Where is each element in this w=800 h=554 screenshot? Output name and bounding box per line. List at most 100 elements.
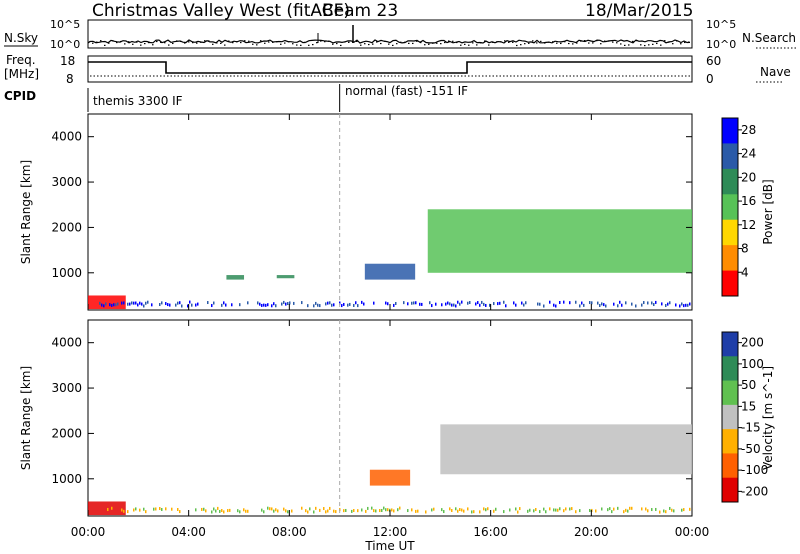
nsearch-point <box>312 44 314 46</box>
echo-speckle <box>597 301 599 305</box>
echo-speckle <box>293 301 295 305</box>
echo-speckle <box>583 303 585 307</box>
freq-tick-low: 8 <box>66 72 74 86</box>
echo-speckle <box>113 303 115 307</box>
echo-speckle <box>331 303 333 307</box>
nsearch-point <box>636 40 638 42</box>
echo-speckle <box>467 507 469 511</box>
nsearch-point <box>664 40 666 42</box>
echo-speckle <box>407 509 409 513</box>
echo-speckle <box>325 510 327 514</box>
echo-speckle <box>627 509 629 513</box>
nsearch-point <box>200 41 202 43</box>
echo-speckle <box>485 303 487 307</box>
echo-speckle <box>231 303 233 307</box>
freq-unit-label: [MHz] <box>4 67 39 81</box>
echo-speckle <box>625 301 627 305</box>
echo-speckle <box>381 508 383 512</box>
echo-speckle <box>265 303 267 307</box>
echo-speckle <box>275 508 277 512</box>
nsearch-point <box>292 43 294 45</box>
echo-speckle <box>283 507 285 511</box>
echo-speckle <box>109 303 111 307</box>
echo-speckle <box>555 304 557 308</box>
nsearch-point <box>252 43 254 45</box>
echo-speckle <box>245 509 247 513</box>
echo-speckle <box>569 507 571 511</box>
echo-speckle <box>305 509 307 513</box>
echo-speckle <box>375 509 377 513</box>
echo-speckle <box>315 301 317 305</box>
nsearch-point <box>212 43 214 45</box>
echo-speckle <box>579 509 581 513</box>
x-tick-label: 00:00 <box>71 525 106 539</box>
nsearch-point <box>384 40 386 42</box>
nsearch-point <box>416 40 418 42</box>
echo-speckle <box>471 510 473 514</box>
nsearch-point <box>268 41 270 43</box>
nsearch-point <box>228 40 230 42</box>
echo-speckle <box>459 508 461 512</box>
nsearch-point <box>176 40 178 42</box>
nsearch-point <box>640 44 642 46</box>
y-tick-label: 2000 <box>51 220 82 234</box>
echo-speckle <box>493 302 495 306</box>
echo-speckle <box>221 509 223 513</box>
nsearch-point <box>244 40 246 42</box>
echo-speckle <box>579 304 581 308</box>
echo-speckle <box>327 301 329 305</box>
colorbar-tick-label: 16 <box>741 194 756 208</box>
colorbar-frame <box>721 331 739 503</box>
echo-speckle <box>463 509 465 513</box>
nsearch-point <box>672 43 674 45</box>
echo-speckle <box>383 506 385 510</box>
echo-speckle <box>645 507 647 511</box>
x-tick-label: 04:00 <box>171 525 206 539</box>
echo-speckle <box>539 302 541 306</box>
echo-speckle <box>99 301 101 305</box>
colorbar-tick-label: 50 <box>741 378 756 392</box>
echo-speckle <box>123 509 125 513</box>
echo-speckle <box>353 303 355 307</box>
echo-speckle <box>689 507 691 511</box>
echo-speckle <box>247 301 249 305</box>
echo-speckle <box>287 302 289 306</box>
echo-speckle <box>117 302 119 306</box>
echo-speckle <box>613 302 615 306</box>
echo-speckle <box>327 509 329 513</box>
echo-speckle <box>145 510 147 514</box>
echo-speckle <box>217 506 219 510</box>
nsearch-point <box>460 44 462 46</box>
echo-speckle <box>313 304 315 308</box>
nsearch-point <box>148 41 150 44</box>
nsearch-point <box>536 42 538 44</box>
echo-speckle <box>489 303 491 307</box>
nsearch-point <box>624 44 626 47</box>
echo-speckle <box>687 303 689 307</box>
colorbar-tick-label: 200 <box>741 336 764 350</box>
echo-speckle <box>433 507 435 511</box>
echo-speckle <box>165 302 167 306</box>
echo-speckle <box>301 301 303 305</box>
nsearch-point <box>404 41 406 43</box>
echo-speckle <box>457 509 459 513</box>
echo-region <box>276 275 295 279</box>
echo-speckle <box>211 510 213 514</box>
cpid-panel: CPID themis 3300 IF normal (fast) -151 I… <box>4 84 468 112</box>
echo-speckle <box>629 506 631 510</box>
colorbar-segment <box>722 356 738 382</box>
echo-speckle <box>539 510 541 514</box>
echo-speckle <box>411 301 413 305</box>
colorbar-segment <box>722 270 738 297</box>
echo-speckle <box>431 508 433 512</box>
nsearch-point <box>548 41 550 43</box>
echo-speckle <box>459 302 461 306</box>
echo-speckle <box>565 507 567 511</box>
echo-speckle <box>243 508 245 512</box>
echo-speckle <box>575 300 577 304</box>
nsearch-point <box>188 41 190 43</box>
nsearch-point <box>596 40 598 42</box>
echo-speckle <box>177 301 179 305</box>
echo-speckle <box>613 507 615 511</box>
echo-speckle <box>211 304 213 308</box>
